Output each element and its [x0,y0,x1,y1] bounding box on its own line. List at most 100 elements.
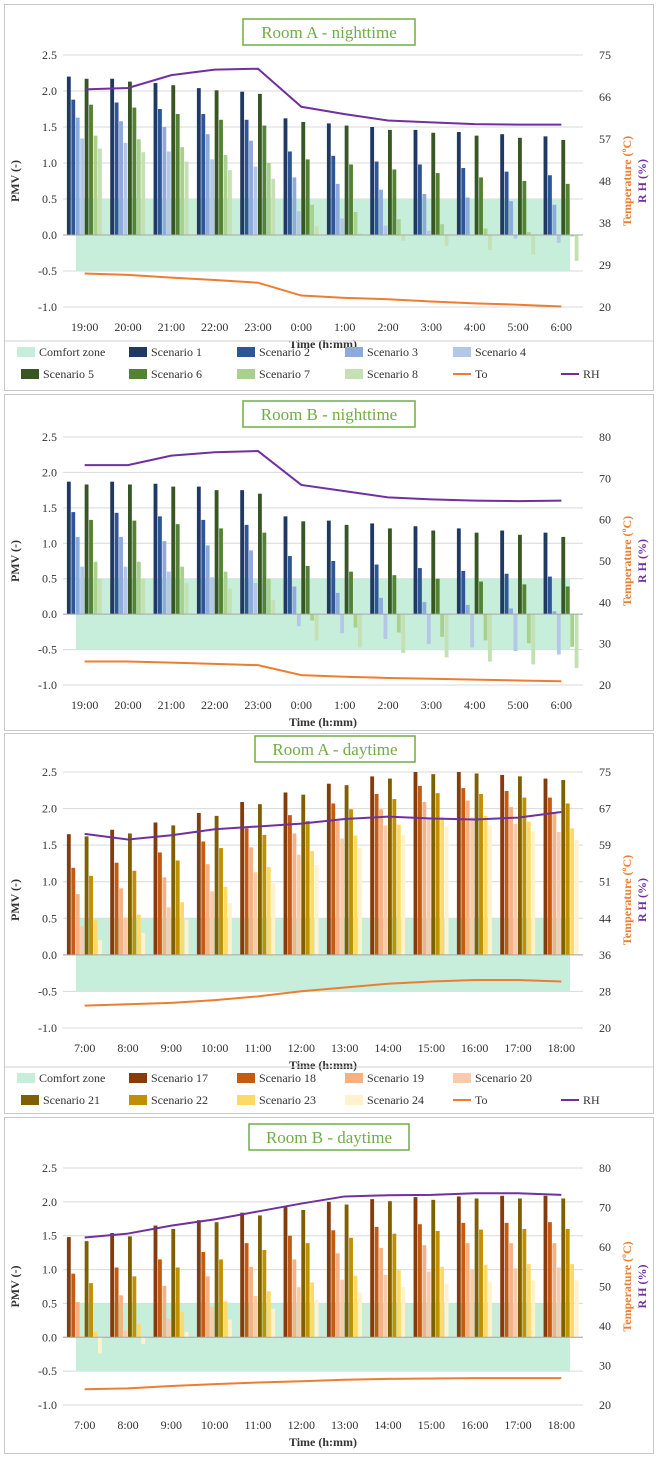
bar-scenario-24 [401,1287,406,1338]
bar-scenario-6 [89,104,93,236]
y-tick-label: 1.0 [42,156,57,170]
y2-tick-label: 48 [599,174,611,188]
bar-scenario-2 [244,524,249,615]
x-tick-label: 3:00 [421,320,442,334]
bar-scenario-2 [201,519,206,615]
bar-scenario-19 [205,864,210,955]
bar-scenario-1 [66,76,71,235]
bar-scenario-19 [249,1266,253,1338]
bar-scenario-23 [180,1312,185,1338]
bar-scenario-6 [435,173,440,235]
bar-scenario-23 [136,1323,141,1338]
y2-tick-label: 28 [599,984,611,998]
legend-label: Scenario 19 [367,1071,424,1085]
bar-scenario-21 [258,804,262,955]
y2-tick-label: 75 [599,48,611,62]
bar-scenario-2 [374,161,379,235]
to-line [84,660,562,683]
x-tick-label: 16:00 [461,1418,488,1432]
bar-scenario-5 [388,528,392,615]
bar-scenario-4 [383,225,388,235]
bar-scenario-20 [253,872,258,955]
bar-scenario-24 [357,1292,362,1338]
bar-scenario-18 [461,1222,466,1338]
bar-scenario-24 [531,831,536,955]
bar-scenario-4 [80,566,85,615]
legend-label: Comfort zone [39,345,105,359]
bar-scenario-20 [340,1279,345,1338]
y-axis-label: PMV (-) [8,540,22,582]
panel-room-b-daytime: Room B - daytime 2.5 2.0 1.5 1.0 0.5 0.0 -0.5 -1… [4,1117,654,1454]
x-tick-label: 23:00 [244,698,271,712]
y-axis-label: PMV (-) [8,160,22,202]
bar-scenario-5 [474,532,479,615]
bar-scenario-19 [335,821,340,955]
bar-scenario-6 [349,571,353,615]
x-tick-label: 1:00 [334,320,355,334]
bar-scenario-20 [556,1267,561,1338]
bar-scenario-3 [379,189,383,235]
bar-scenario-18 [201,1251,206,1338]
bar-scenario-18 [158,1259,162,1338]
bar-scenario-24 [184,1331,189,1338]
bar-scenario-3 [509,201,513,235]
y-tick-label: -1.0 [38,678,57,692]
bar-scenario-20 [80,926,85,955]
bar-scenario-4 [296,211,301,235]
y2-tick-label: 29 [599,258,611,272]
legend-label: Scenario 24 [367,1093,424,1107]
bar-scenario-5 [84,78,89,235]
bar-scenario-22 [262,834,267,955]
chart-room-a-nighttime: Room A - nighttime 2.5 2.0 1.5 1.0 0.5 0.0 -0.5… [5,18,653,381]
bar-scenario-18 [331,803,336,955]
bar-scenario-5 [344,524,349,615]
bar-scenario-23 [396,1270,401,1338]
bar-scenario-24 [401,834,406,955]
bar-scenario-20 [166,907,171,955]
bar-scenario-17 [240,1212,245,1338]
bar-scenario-3 [75,117,80,235]
bar-scenario-18 [244,828,249,955]
y2-temperature-label: Temperature (ºC) [620,136,634,226]
y-tick-label: 1.5 [42,1229,57,1243]
bar-scenario-18 [374,793,379,955]
y2-temperature-label: Temperature (ºC) [620,1241,634,1331]
bar-scenario-5 [561,139,566,235]
y2-tick-label: 60 [599,513,611,527]
bar-scenario-21 [431,774,436,955]
x-tick-label: 5:00 [507,320,528,334]
bar-scenario-22 [89,875,93,955]
y2-tick-label: 30 [599,637,611,651]
y-tick-label: 0.5 [42,1296,57,1310]
bar-scenario-17 [543,1195,548,1338]
bar-scenario-8 [444,235,449,246]
bar-scenario-3 [422,602,427,615]
bar-scenario-6 [392,575,397,615]
y2-rh-label: R H (%) [635,159,649,203]
bar-scenario-3 [205,545,210,615]
bar-scenario-20 [296,854,301,955]
bar-scenario-17 [370,776,375,955]
bar-scenario-6 [219,528,223,615]
x-tick-label: 17:00 [504,1418,531,1432]
bar-scenario-17 [240,801,245,955]
bar-scenario-19 [162,877,167,955]
bar-scenario-3 [292,586,297,615]
bar-scenario-22 [522,1228,527,1338]
bar-scenario-7 [93,135,98,235]
bar-scenario-5 [301,521,306,615]
bar-scenario-7 [440,224,445,235]
bar-scenario-18 [418,785,422,955]
y2-tick-label: 20 [599,300,611,314]
x-tick-label: 7:00 [74,1041,95,1055]
bar-scenario-22 [565,1228,570,1338]
legend-label: To [475,367,488,381]
bar-scenario-19 [119,888,123,955]
bar-scenario-3 [119,536,123,615]
x-axis-label: Time (h:mm) [289,1435,357,1449]
bar-scenario-8 [531,614,536,665]
bar-scenario-7 [223,155,228,235]
bar-scenario-5 [301,121,306,235]
bar-scenario-4 [340,614,345,634]
bar-scenario-18 [548,1222,552,1338]
